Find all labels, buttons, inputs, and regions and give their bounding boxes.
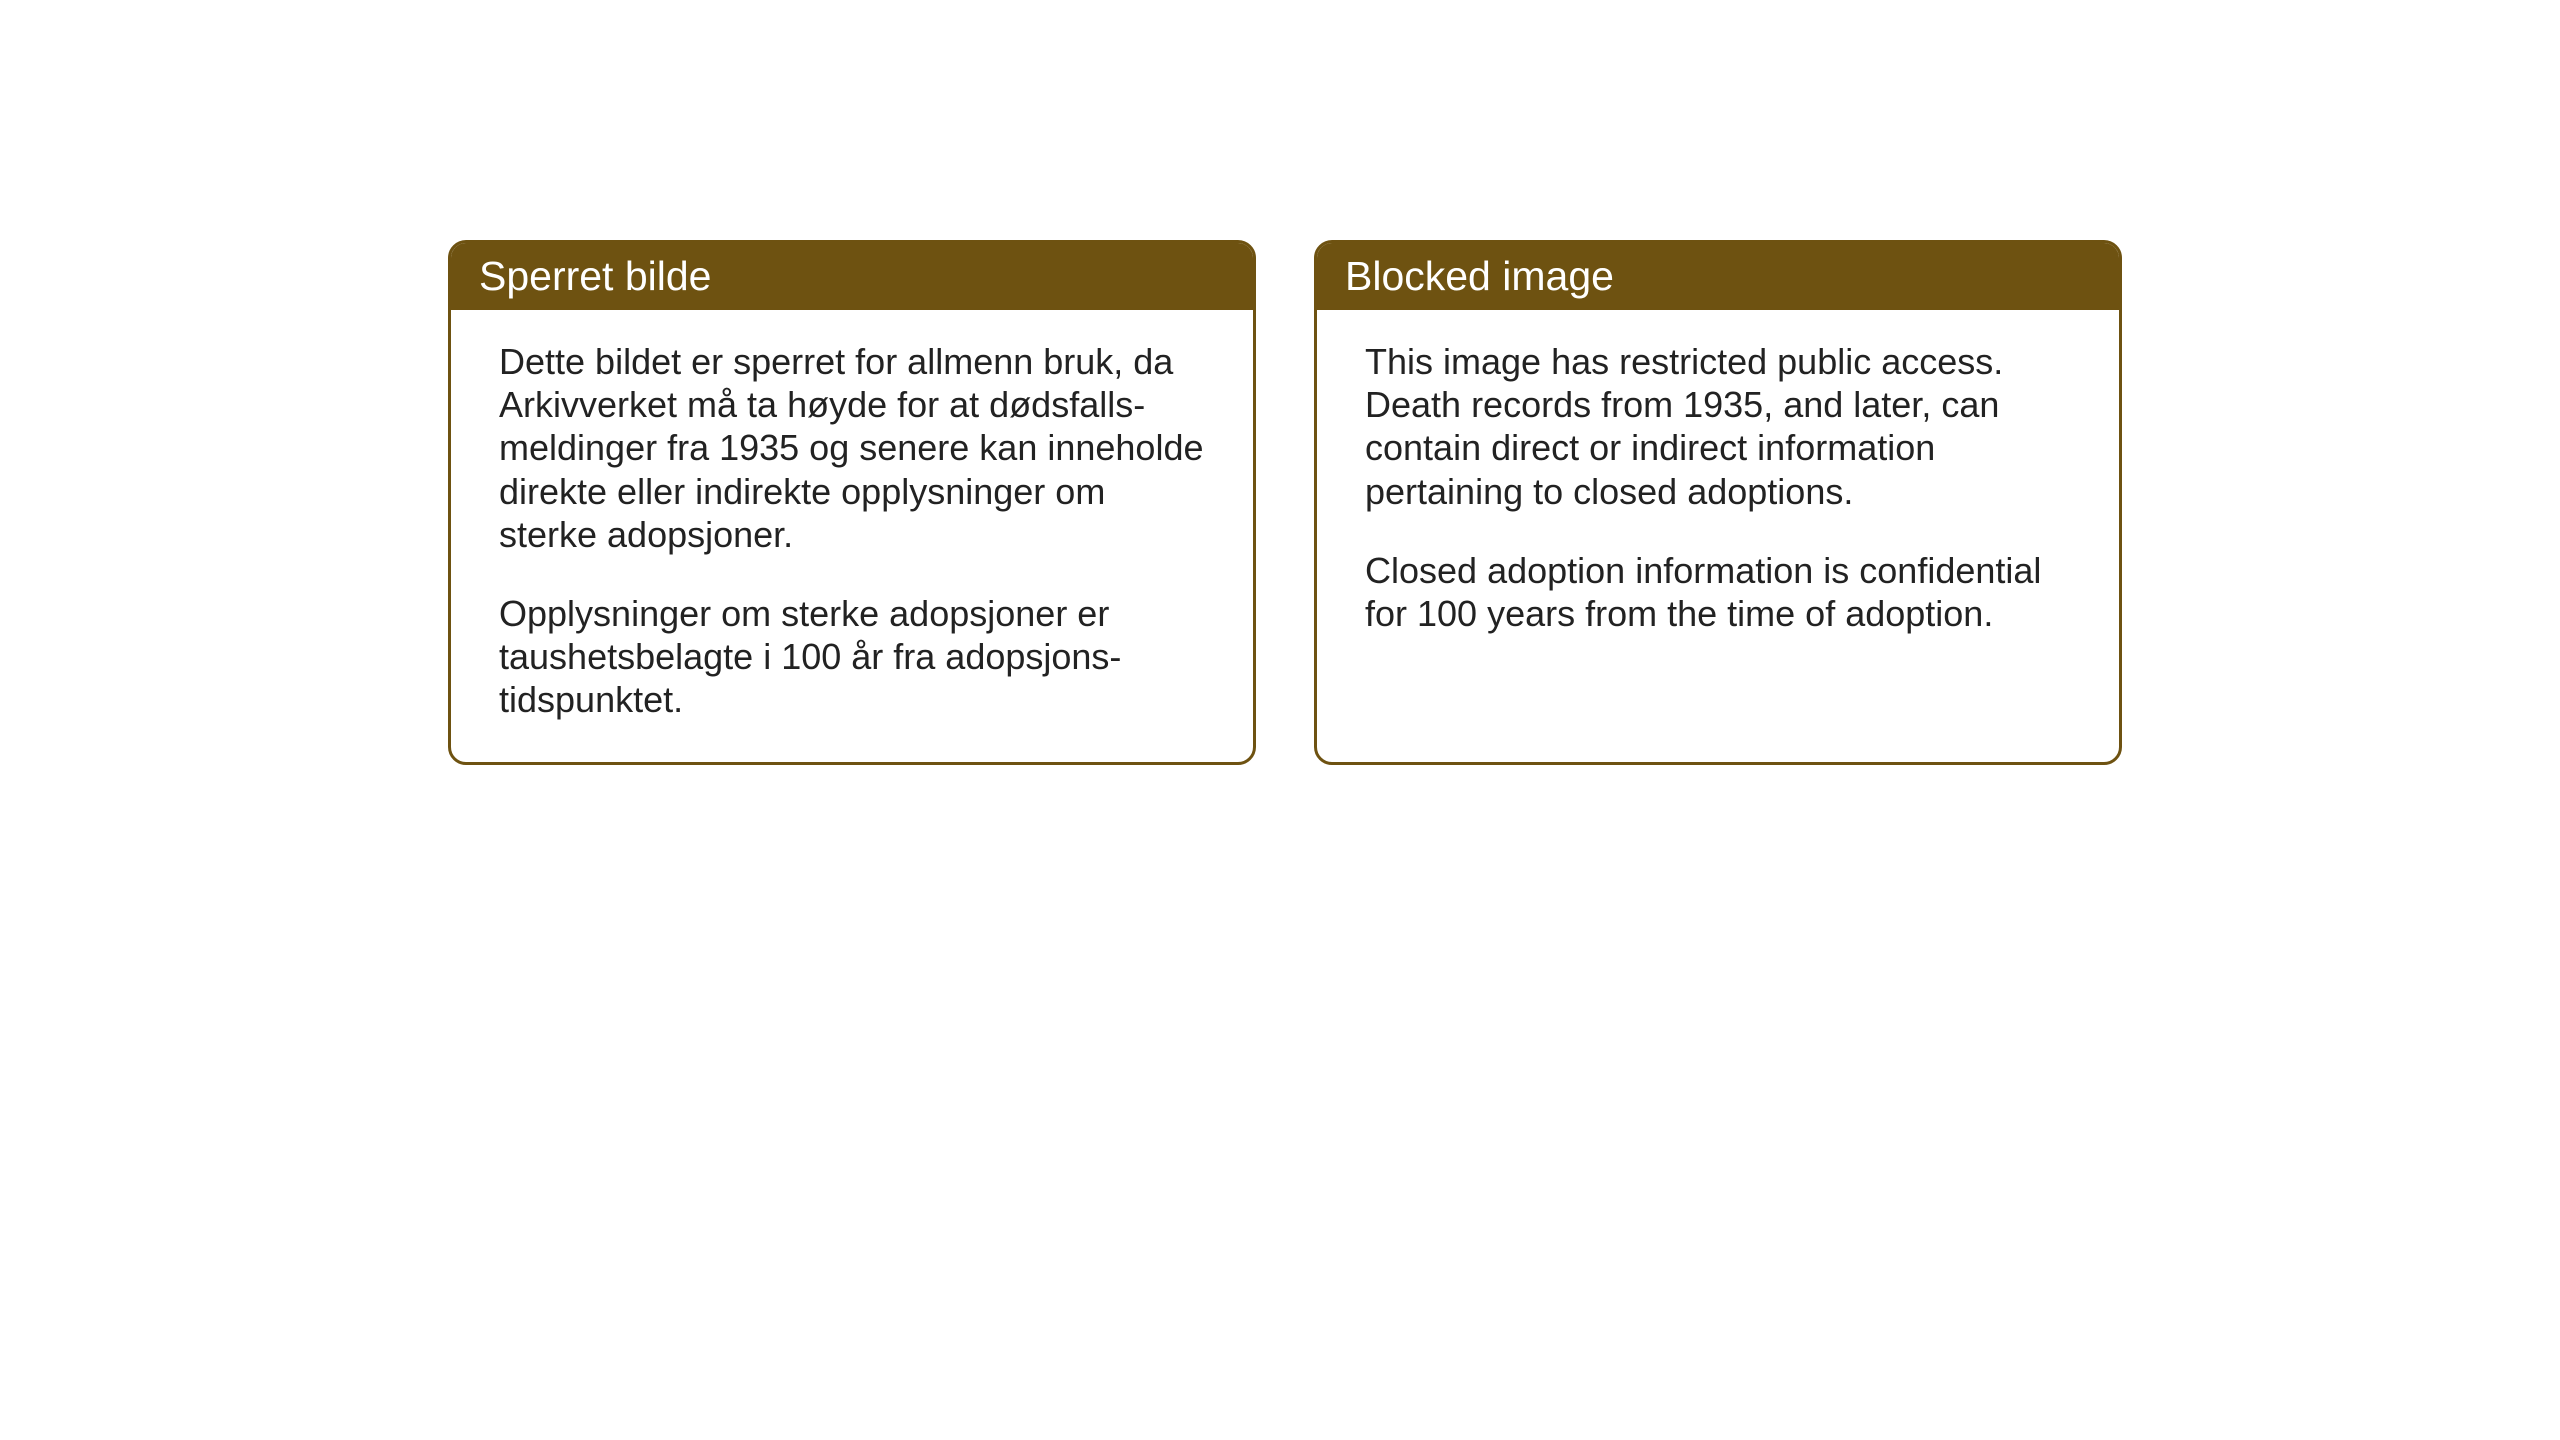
- notice-box-english: Blocked image This image has restricted …: [1314, 240, 2122, 765]
- notice-container: Sperret bilde Dette bildet er sperret fo…: [448, 240, 2122, 765]
- notice-body-english: This image has restricted public access.…: [1317, 310, 2119, 750]
- notice-body-norwegian: Dette bildet er sperret for allmenn bruk…: [451, 310, 1253, 762]
- notice-paragraph-2-english: Closed adoption information is confident…: [1365, 549, 2071, 635]
- notice-title-norwegian: Sperret bilde: [479, 253, 711, 299]
- notice-header-norwegian: Sperret bilde: [451, 243, 1253, 310]
- notice-paragraph-1-english: This image has restricted public access.…: [1365, 340, 2071, 513]
- notice-paragraph-2-norwegian: Opplysninger om sterke adopsjoner er tau…: [499, 592, 1205, 722]
- notice-paragraph-1-norwegian: Dette bildet er sperret for allmenn bruk…: [499, 340, 1205, 556]
- notice-title-english: Blocked image: [1345, 253, 1614, 299]
- notice-header-english: Blocked image: [1317, 243, 2119, 310]
- notice-box-norwegian: Sperret bilde Dette bildet er sperret fo…: [448, 240, 1256, 765]
